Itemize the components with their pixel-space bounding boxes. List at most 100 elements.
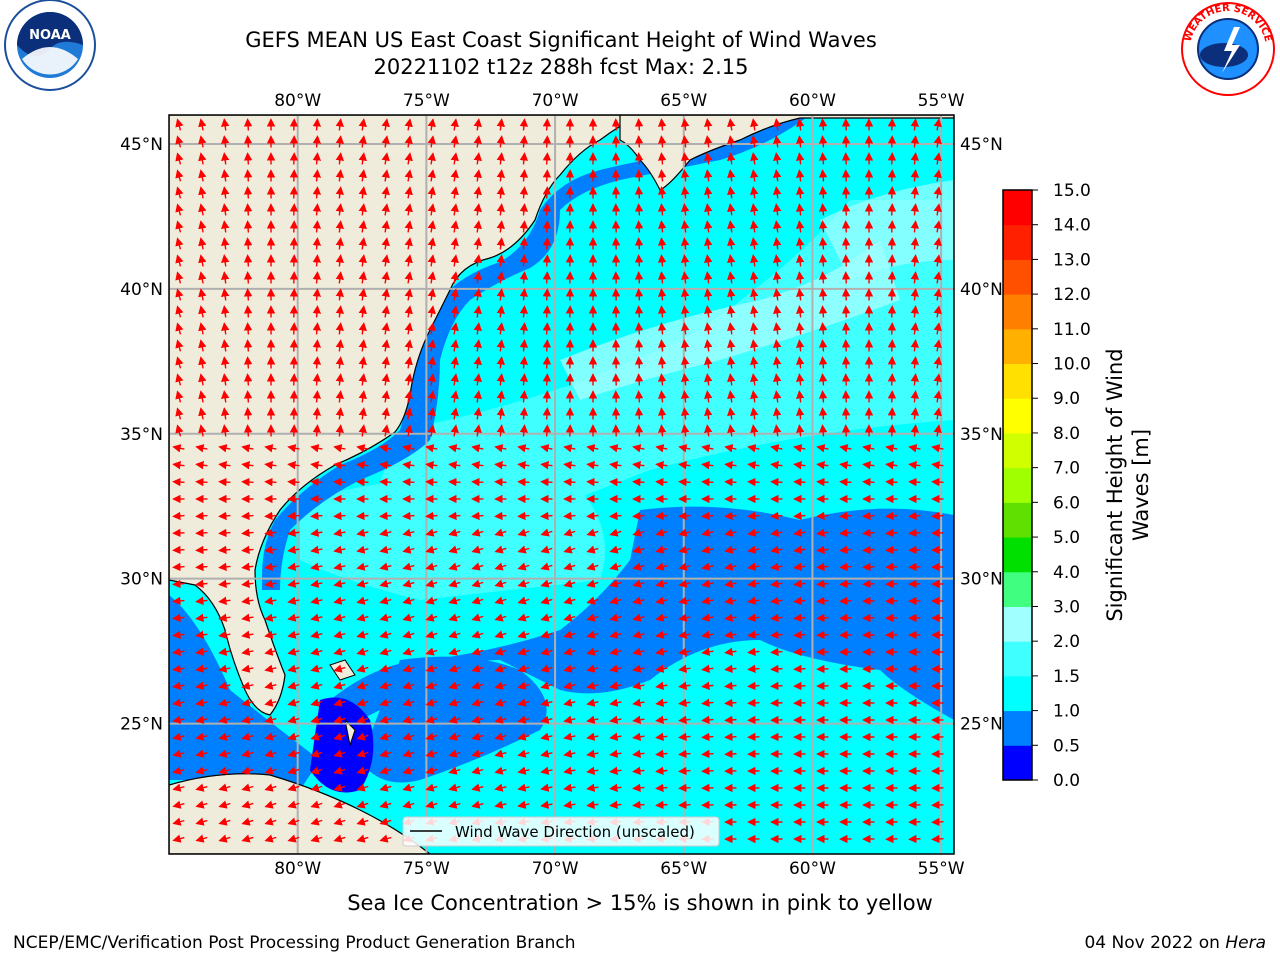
wave-direction-arrow xyxy=(404,305,413,318)
wave-direction-arrow xyxy=(701,562,714,571)
wave-direction-arrow xyxy=(796,203,805,216)
wave-direction-arrow xyxy=(816,579,829,589)
wave-direction-arrow xyxy=(542,237,552,250)
wave-direction-arrow xyxy=(333,783,346,792)
wave-direction-arrow xyxy=(770,511,783,521)
wave-direction-arrow xyxy=(586,630,599,639)
wave-direction-arrow xyxy=(356,698,369,707)
wave-direction-arrow xyxy=(885,511,898,521)
lat-label-right: 45°N xyxy=(960,135,1003,155)
wave-direction-arrow xyxy=(243,152,253,165)
wave-direction-arrow xyxy=(933,305,942,318)
wave-direction-arrow xyxy=(425,715,438,724)
wave-direction-arrow xyxy=(358,220,367,233)
wave-direction-arrow xyxy=(839,579,852,589)
wave-direction-arrow xyxy=(517,511,530,521)
wave-direction-arrow xyxy=(496,373,505,386)
wave-direction-arrow xyxy=(724,749,737,759)
wave-direction-arrow xyxy=(517,732,530,741)
wave-direction-arrow xyxy=(818,339,828,352)
wave-direction-arrow xyxy=(586,664,599,673)
wave-direction-arrow xyxy=(175,118,184,131)
lat-label-right: 25°N xyxy=(960,715,1003,735)
wave-direction-arrow xyxy=(218,715,231,724)
wave-direction-arrow xyxy=(634,203,644,216)
wave-direction-arrow xyxy=(632,715,645,724)
wave-direction-arrow xyxy=(931,817,944,827)
wave-direction-arrow xyxy=(312,237,322,250)
wave-direction-arrow xyxy=(264,545,277,554)
wave-direction-arrow xyxy=(773,152,782,165)
wave-direction-arrow xyxy=(586,681,599,690)
wave-direction-arrow xyxy=(198,322,207,335)
wave-direction-arrow xyxy=(655,647,668,656)
wave-direction-arrow xyxy=(450,373,459,386)
wave-direction-arrow xyxy=(839,528,852,538)
wave-direction-arrow xyxy=(172,783,185,792)
wave-direction-arrow xyxy=(264,698,277,707)
wave-direction-arrow xyxy=(218,783,231,792)
wave-direction-arrow xyxy=(540,528,553,537)
wave-direction-arrow xyxy=(586,579,599,588)
wave-direction-arrow xyxy=(818,390,828,403)
wave-direction-arrow xyxy=(770,647,783,657)
wave-direction-arrow xyxy=(818,186,828,199)
wave-direction-arrow xyxy=(241,664,254,673)
wave-direction-arrow xyxy=(404,288,413,301)
wave-direction-arrow xyxy=(655,545,668,554)
wave-direction-arrow xyxy=(634,186,644,199)
wave-direction-arrow xyxy=(540,545,553,554)
wave-direction-arrow xyxy=(747,630,760,640)
wave-direction-arrow xyxy=(471,732,484,741)
wave-direction-arrow xyxy=(312,305,322,318)
wave-direction-arrow xyxy=(218,766,231,775)
wave-direction-arrow xyxy=(841,407,851,420)
wave-direction-arrow xyxy=(264,681,277,690)
wave-direction-arrow xyxy=(542,288,552,301)
wave-direction-arrow xyxy=(310,732,323,741)
wave-direction-arrow xyxy=(425,579,438,588)
wave-direction-arrow xyxy=(657,373,667,386)
wave-direction-arrow xyxy=(747,698,760,708)
wave-direction-arrow xyxy=(750,186,759,199)
wave-direction-arrow xyxy=(172,715,185,724)
wave-direction-arrow xyxy=(358,169,367,182)
wave-direction-arrow xyxy=(379,698,392,707)
wave-direction-arrow xyxy=(264,664,277,673)
wave-direction-arrow xyxy=(241,766,254,775)
wave-direction-arrow xyxy=(910,237,920,250)
wave-direction-arrow xyxy=(310,664,323,673)
wave-direction-arrow xyxy=(379,613,392,622)
wave-direction-arrow xyxy=(727,390,736,403)
wave-direction-arrow xyxy=(727,407,736,420)
wave-direction-arrow xyxy=(379,647,392,656)
wave-direction-arrow xyxy=(310,562,323,571)
wave-direction-arrow xyxy=(358,305,367,318)
wave-direction-arrow xyxy=(796,169,805,182)
wave-direction-arrow xyxy=(379,562,392,571)
wave-direction-arrow xyxy=(335,254,344,267)
wave-direction-arrow xyxy=(172,444,185,453)
wave-direction-arrow xyxy=(632,766,645,776)
wave-direction-arrow xyxy=(634,373,644,386)
wave-direction-arrow xyxy=(494,613,507,622)
wave-direction-arrow xyxy=(747,613,760,622)
wave-direction-arrow xyxy=(773,203,782,216)
wave-direction-arrow xyxy=(862,511,875,521)
wave-direction-arrow xyxy=(402,766,415,775)
wave-direction-arrow xyxy=(816,562,829,572)
wave-direction-arrow xyxy=(678,613,691,622)
wave-direction-arrow xyxy=(818,237,828,250)
wave-direction-arrow xyxy=(427,254,436,267)
wave-direction-arrow xyxy=(750,424,759,437)
wave-direction-arrow xyxy=(933,203,942,216)
wave-direction-arrow xyxy=(816,461,829,470)
wave-direction-arrow xyxy=(841,305,851,318)
wave-direction-arrow xyxy=(862,444,875,453)
colorbar-tick-label: 0.5 xyxy=(1053,736,1080,756)
wave-direction-arrow xyxy=(198,203,207,216)
wave-direction-arrow xyxy=(519,135,529,148)
wave-direction-arrow xyxy=(517,562,530,571)
wave-direction-arrow xyxy=(218,562,231,572)
wave-direction-arrow xyxy=(494,783,507,792)
